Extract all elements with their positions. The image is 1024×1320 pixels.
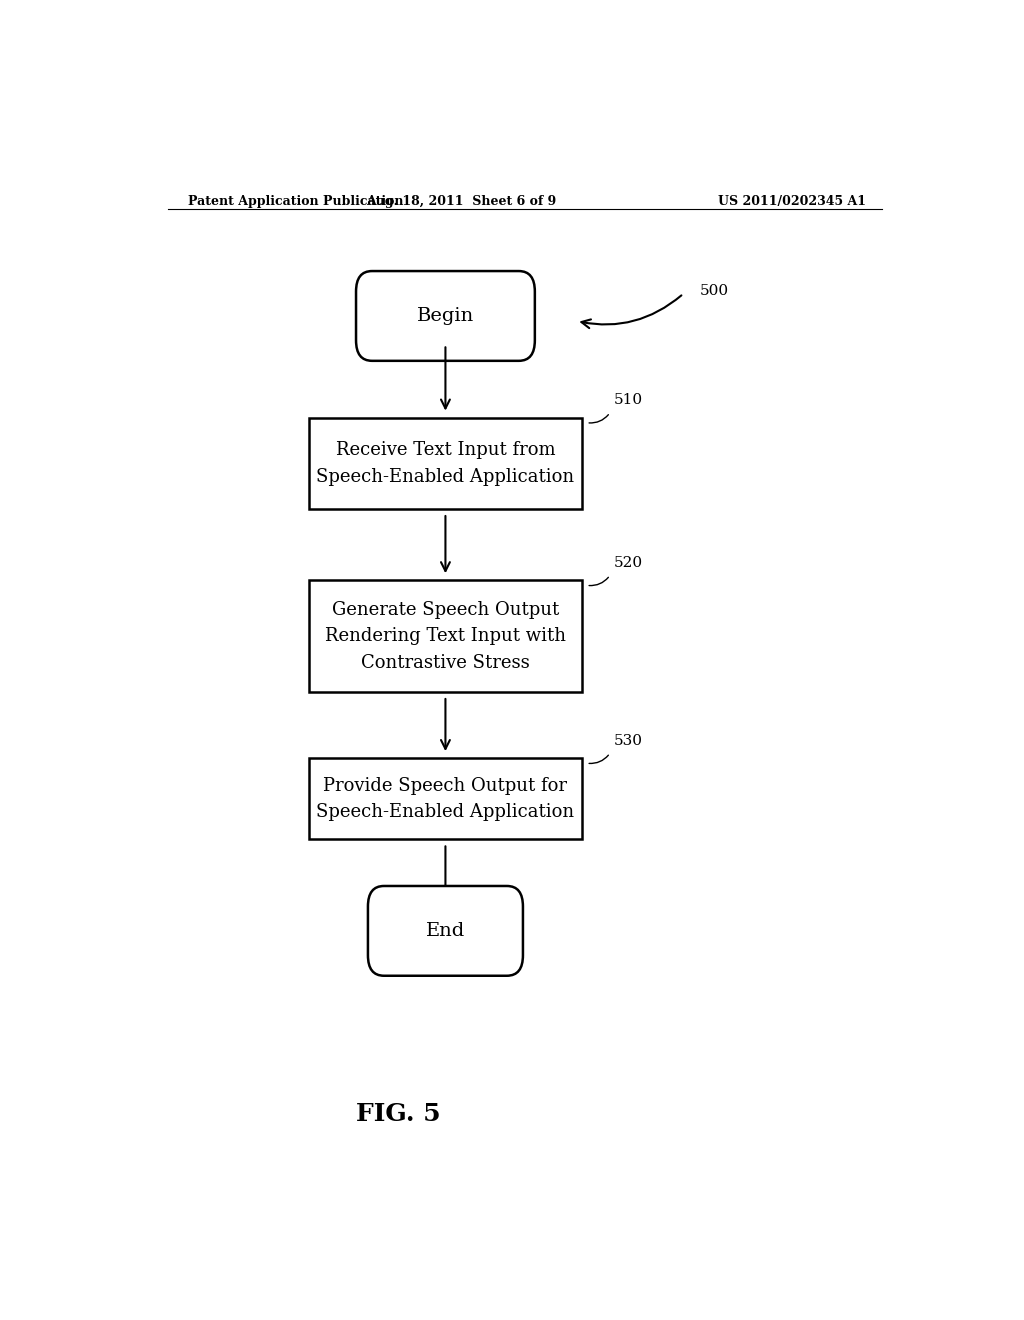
Bar	[308, 417, 583, 510]
Bar	[308, 581, 583, 692]
Text: Begin: Begin	[417, 308, 474, 325]
Text: US 2011/0202345 A1: US 2011/0202345 A1	[718, 195, 866, 209]
Text: Aug. 18, 2011  Sheet 6 of 9: Aug. 18, 2011 Sheet 6 of 9	[367, 195, 556, 209]
Text: Receive Text Input from
Speech-Enabled Application: Receive Text Input from Speech-Enabled A…	[316, 441, 574, 486]
Text: 530: 530	[614, 734, 643, 748]
Text: 500: 500	[699, 284, 728, 297]
Text: Provide Speech Output for
Speech-Enabled Application: Provide Speech Output for Speech-Enabled…	[316, 776, 574, 821]
Text: Patent Application Publication: Patent Application Publication	[187, 195, 403, 209]
Text: FIG. 5: FIG. 5	[355, 1102, 440, 1126]
Text: 520: 520	[614, 556, 643, 570]
Text: Generate Speech Output
Rendering Text Input with
Contrastive Stress: Generate Speech Output Rendering Text In…	[325, 601, 566, 672]
FancyBboxPatch shape	[356, 271, 535, 360]
Text: End: End	[426, 921, 465, 940]
Text: 510: 510	[614, 393, 643, 408]
Bar	[308, 758, 583, 840]
FancyBboxPatch shape	[368, 886, 523, 975]
